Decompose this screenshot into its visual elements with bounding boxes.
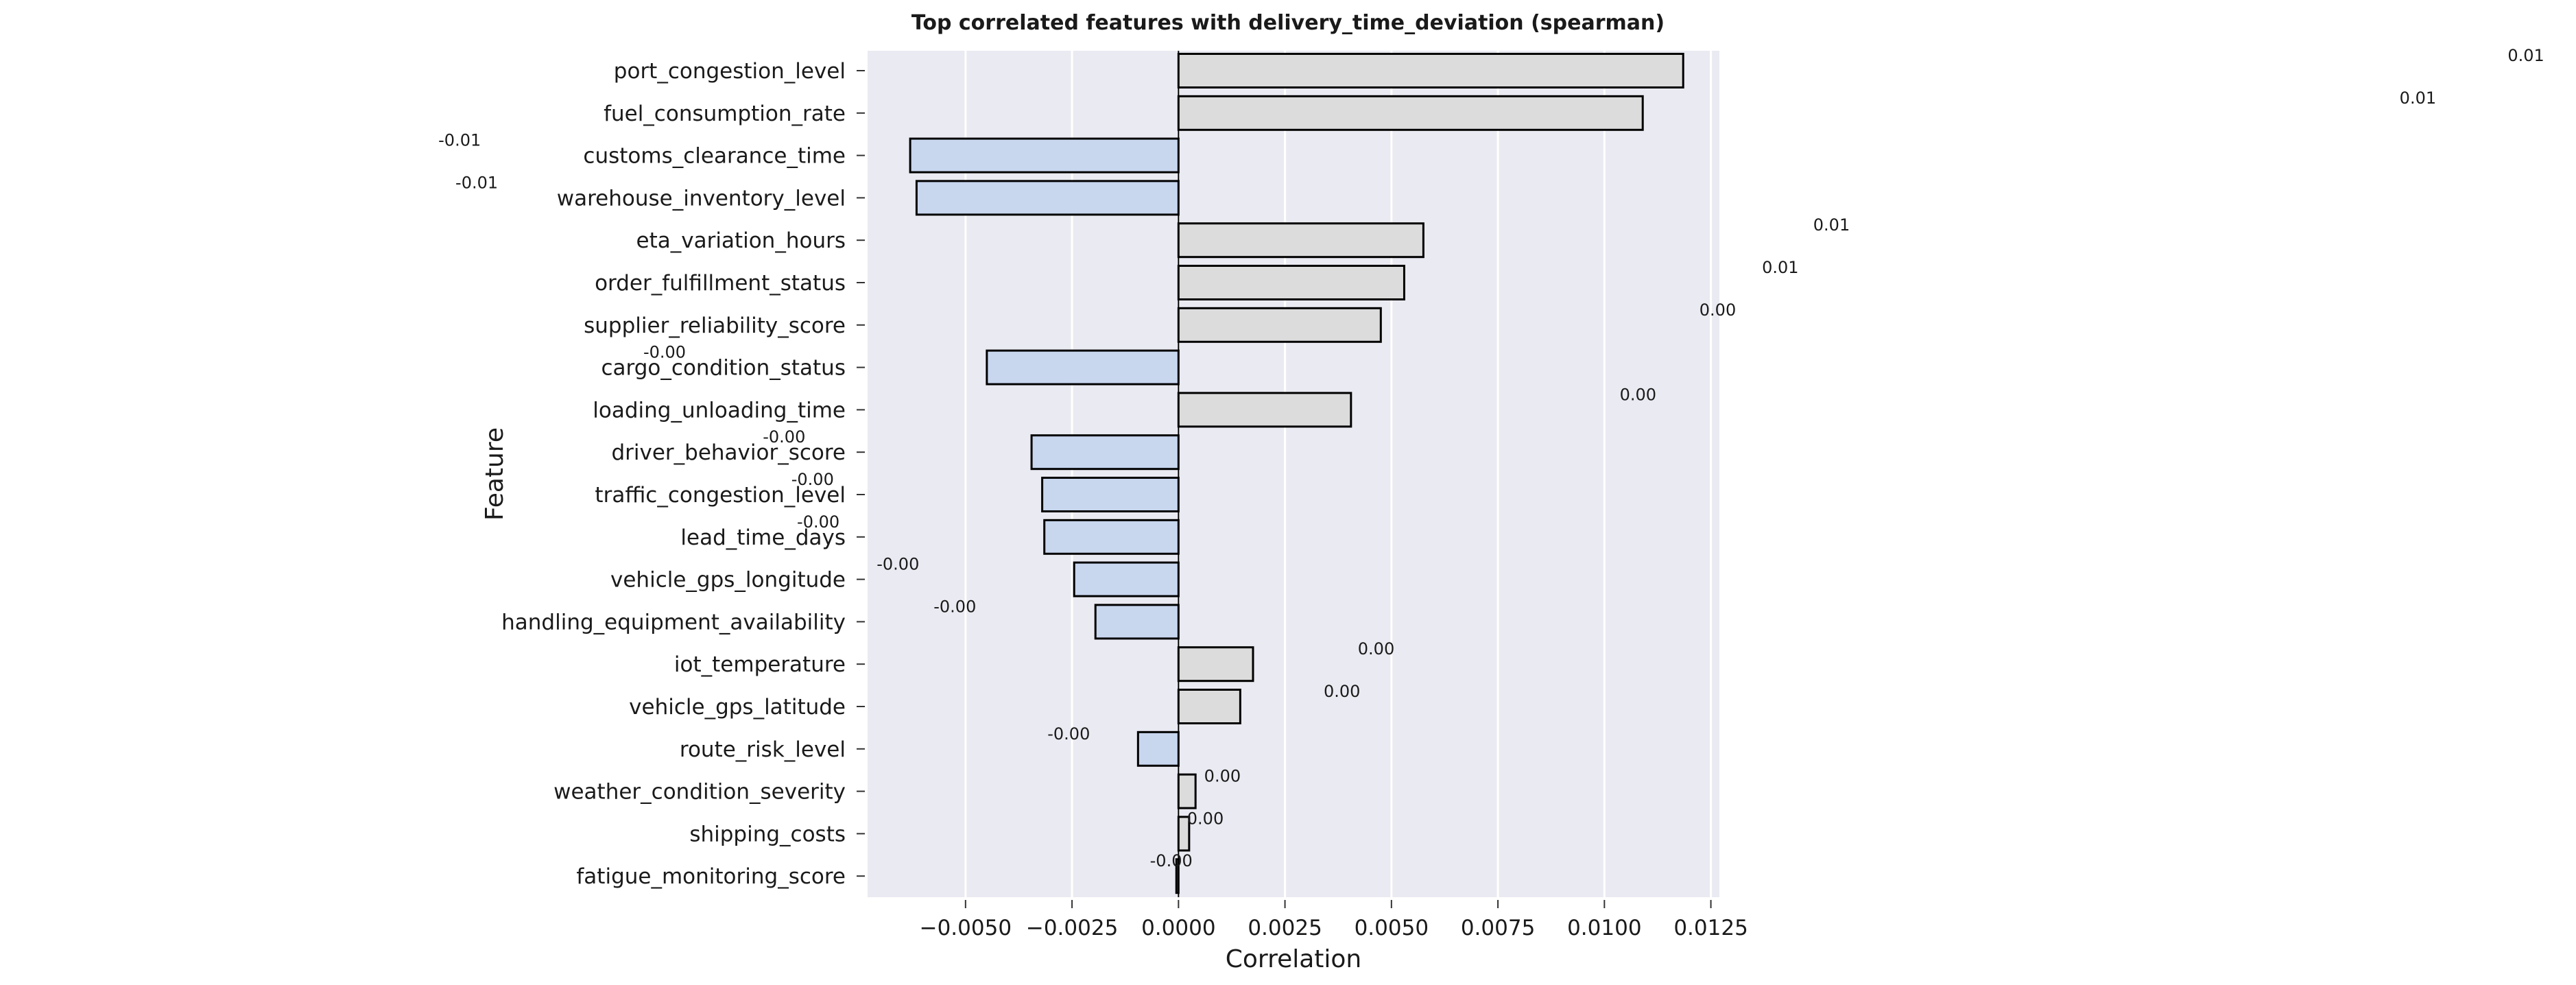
y-tick-label: fuel_consumption_rate: [604, 102, 846, 126]
bar: [1177, 95, 1644, 131]
value-label: 0.01: [2507, 46, 2544, 65]
bar: [1094, 604, 1180, 640]
y-tick-label: weather_condition_severity: [553, 780, 846, 805]
value-label: 0.00: [1620, 385, 1656, 404]
value-label: 0.01: [1762, 258, 1798, 277]
bar: [1177, 307, 1382, 343]
y-tick-label: warehouse_inventory_level: [557, 186, 846, 211]
bar: [1136, 731, 1180, 767]
y-tick-label: order_fulfillment_status: [595, 271, 846, 296]
bar: [1030, 434, 1180, 471]
bar: [986, 349, 1180, 385]
bar: [1043, 519, 1180, 555]
value-label: 0.01: [2400, 88, 2436, 108]
y-tick-label: driver_behavior_score: [611, 440, 846, 465]
value-label: -0.01: [455, 173, 498, 192]
y-axis-ticks: port_congestion_level fuel_consumption_ra…: [501, 59, 865, 889]
value-label: -0.00: [933, 597, 976, 616]
y-tick-label: route_risk_level: [680, 737, 846, 762]
bar: [1177, 773, 1197, 809]
y-tick-label: fatigue_monitoring_score: [576, 864, 846, 889]
value-label: 0.01: [1813, 215, 1850, 235]
y-tick-label: cargo_condition_status: [601, 356, 846, 381]
bars: [909, 53, 1684, 894]
value-label: 0.00: [1358, 639, 1394, 658]
x-tick-label: −0.0025: [1026, 916, 1118, 940]
bar: [1177, 689, 1241, 724]
bar: [1177, 392, 1352, 428]
y-tick-label: customs_clearance_time: [583, 144, 846, 169]
value-label: -0.00: [876, 555, 919, 574]
x-tick-label: 0.0025: [1248, 916, 1322, 940]
y-tick-label: port_congestion_level: [614, 59, 846, 84]
y-tick-label: loading_unloading_time: [593, 398, 846, 423]
bar: [1073, 561, 1180, 597]
y-tick-label: lead_time_days: [680, 525, 846, 550]
value-label: -0.00: [1150, 851, 1193, 870]
value-label: -0.01: [438, 131, 481, 150]
y-tick-label: supplier_reliability_score: [584, 313, 846, 338]
value-label: -0.00: [763, 427, 805, 447]
x-tick-label: 0.0075: [1461, 916, 1535, 940]
y-tick-label: vehicle_gps_latitude: [629, 695, 846, 720]
value-label: 0.00: [1204, 767, 1241, 786]
chart-title: Top correlated features with delivery_ti…: [911, 11, 1665, 35]
y-tick-label: eta_variation_hours: [636, 228, 846, 253]
x-tick-label: 0.0050: [1355, 916, 1429, 940]
y-tick-label: traffic_congestion_level: [595, 483, 846, 508]
value-label: -0.00: [791, 470, 834, 489]
value-labels: 0.01 0.01 -0.01 -0.01 0.01 0.01 0.00 -0.00 0.00 -…: [438, 46, 2544, 870]
value-label: 0.00: [1187, 809, 1224, 828]
x-tick-label: 0.0100: [1567, 916, 1641, 940]
plot-background: [868, 51, 1719, 897]
value-label: -0.00: [1047, 724, 1090, 744]
value-label: 0.00: [1700, 300, 1736, 320]
y-tick-label: shipping_costs: [689, 822, 846, 846]
bar: [909, 137, 1180, 174]
value-label: -0.00: [797, 512, 839, 532]
bar: [1177, 222, 1424, 259]
y-tick-label: iot_temperature: [674, 652, 846, 677]
bar: [1177, 53, 1684, 88]
bar: [915, 180, 1180, 216]
x-axis-ticks: −0.0050 −0.0025 0.0000 0.0025 0.0050 0.0075 0.…: [920, 900, 1748, 940]
y-tick-label: vehicle_gps_longitude: [610, 568, 846, 593]
y-tick-label: handling_equipment_availability: [501, 610, 846, 634]
y-axis-label: Feature: [481, 427, 509, 521]
x-tick-label: 0.0000: [1141, 916, 1215, 940]
value-label: -0.00: [643, 343, 686, 362]
x-tick-label: −0.0050: [920, 916, 1012, 940]
bar: [1177, 265, 1405, 300]
value-label: 0.00: [1324, 682, 1360, 701]
x-axis-label: Correlation: [1226, 945, 1362, 973]
x-tick-label: 0.0125: [1673, 916, 1748, 940]
bar: [1177, 646, 1254, 683]
bar: [1041, 477, 1180, 512]
